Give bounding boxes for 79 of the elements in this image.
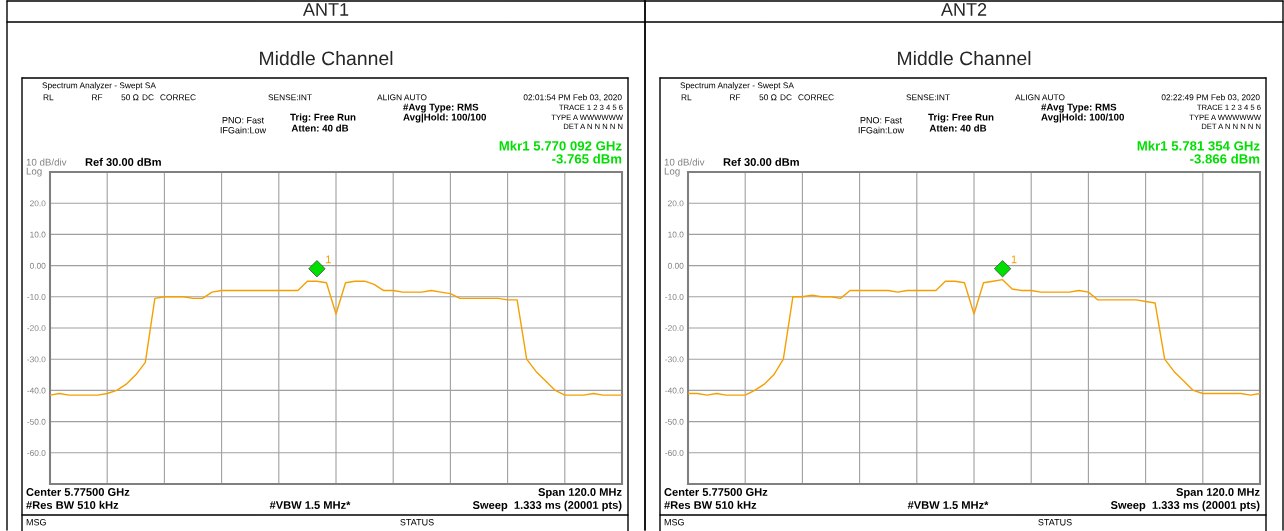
text: ALIGN AUTO xyxy=(1015,94,1065,101)
y-tick-label: -30.0 xyxy=(27,356,46,363)
chart-subtitle: Middle Channel xyxy=(260,50,393,66)
text: Sweep 1.333 ms (20001 pts) xyxy=(472,500,622,512)
line-series xyxy=(50,280,622,396)
text: SENSE:INT xyxy=(268,94,312,101)
text: MSG xyxy=(26,519,46,526)
text: RL xyxy=(43,94,54,101)
y-tick-label: -30.0 xyxy=(665,356,684,363)
y-tick-label: -10.0 xyxy=(27,294,46,300)
text: #Avg Type: RMS xyxy=(403,103,479,113)
text: DC xyxy=(780,94,792,101)
text: Log xyxy=(664,167,680,177)
y-tick-label: 10.0 xyxy=(668,231,684,238)
text: PNO: Fast xyxy=(860,117,902,124)
text: DC xyxy=(142,94,154,101)
y-tick-label: -10.0 xyxy=(665,294,684,300)
text: 50 Ω xyxy=(759,94,777,101)
text: Center 5.77500 GHz xyxy=(26,488,130,496)
text: #Res BW 510 kHz xyxy=(664,500,757,509)
text: IFGain:Low xyxy=(220,126,267,134)
text: CORREC xyxy=(798,94,834,101)
y-tick-label: -60.0 xyxy=(27,450,46,456)
text: Sweep 1.333 ms (20001 pts) xyxy=(1110,500,1260,512)
text: RF xyxy=(92,94,103,101)
text: STATUS xyxy=(1038,519,1072,526)
y-tick-label: -20.0 xyxy=(27,325,46,332)
y-tick-label: -20.0 xyxy=(665,325,684,332)
text: Ref 30.00 dBm xyxy=(723,157,799,166)
text: Mkr1 5.781 354 GHz xyxy=(1137,140,1260,151)
text: PNO: Fast xyxy=(222,117,264,124)
text: MSG xyxy=(664,519,684,526)
text: Log xyxy=(26,167,42,177)
y-tick-label: -40.0 xyxy=(665,387,684,394)
text: RF xyxy=(730,94,741,101)
text: 10 dB/div xyxy=(26,158,67,166)
chart-title: ANT2 xyxy=(940,3,987,16)
text: Span 120.0 MHz xyxy=(538,488,622,499)
y-tick-label: 20.0 xyxy=(30,200,46,207)
text: SENSE:INT xyxy=(906,94,950,101)
text: 10 dB/div xyxy=(664,158,705,166)
text: ALIGN AUTO xyxy=(377,94,427,101)
annotation: 1 xyxy=(1011,255,1017,264)
text: CORREC xyxy=(160,94,196,101)
y-tick-label: 20.0 xyxy=(668,200,684,207)
text: -3.765 dBm xyxy=(552,153,622,164)
text: 02:22:49 PM Feb 03, 2020 xyxy=(1161,94,1260,102)
text: Ref 30.00 dBm xyxy=(85,157,161,166)
text: IFGain:Low xyxy=(858,126,905,134)
y-tick-label: 10.0 xyxy=(30,231,46,238)
text: RL xyxy=(681,94,692,101)
text: -3.866 dBm xyxy=(1190,153,1260,164)
y-tick-label: -60.0 xyxy=(665,450,684,456)
text: Trig: Free Run xyxy=(290,113,356,123)
annotation: 1 xyxy=(326,255,331,264)
y-tick-label: -50.0 xyxy=(665,418,684,425)
text: Spectrum Analyzer - Swept SA xyxy=(42,82,156,90)
text: STATUS xyxy=(400,519,434,526)
text: Trig: Free Run xyxy=(928,113,994,123)
text: Atten: 40 dB xyxy=(929,124,987,132)
text: 02:01:54 PM Feb 03, 2020 xyxy=(523,94,622,102)
chart-subtitle: Middle Channel xyxy=(898,50,1031,66)
y-tick-label: -40.0 xyxy=(27,387,46,394)
text: #Avg Type: RMS xyxy=(1041,103,1117,113)
text: Spectrum Analyzer - Swept SA xyxy=(680,82,794,90)
text: #Res BW 510 kHz xyxy=(26,500,119,509)
y-tick-label: 0.00 xyxy=(667,262,684,269)
text: Atten: 40 dB xyxy=(291,124,349,132)
text: 50 Ω xyxy=(121,94,139,101)
text: #VBW 1.5 MHz* xyxy=(907,501,989,509)
text: Avg|Hold: 100/100 xyxy=(1041,113,1125,123)
text: Avg|Hold: 100/100 xyxy=(403,113,487,123)
chart-title: ANT1 xyxy=(302,3,349,16)
text: Span 120.0 MHz xyxy=(1176,488,1260,499)
text: Center 5.77500 GHz xyxy=(664,488,768,496)
y-tick-label: 0.00 xyxy=(29,262,46,269)
text: #VBW 1.5 MHz* xyxy=(269,501,351,509)
text: Mkr1 5.770 092 GHz xyxy=(499,140,622,151)
y-tick-label: -50.0 xyxy=(27,418,46,425)
